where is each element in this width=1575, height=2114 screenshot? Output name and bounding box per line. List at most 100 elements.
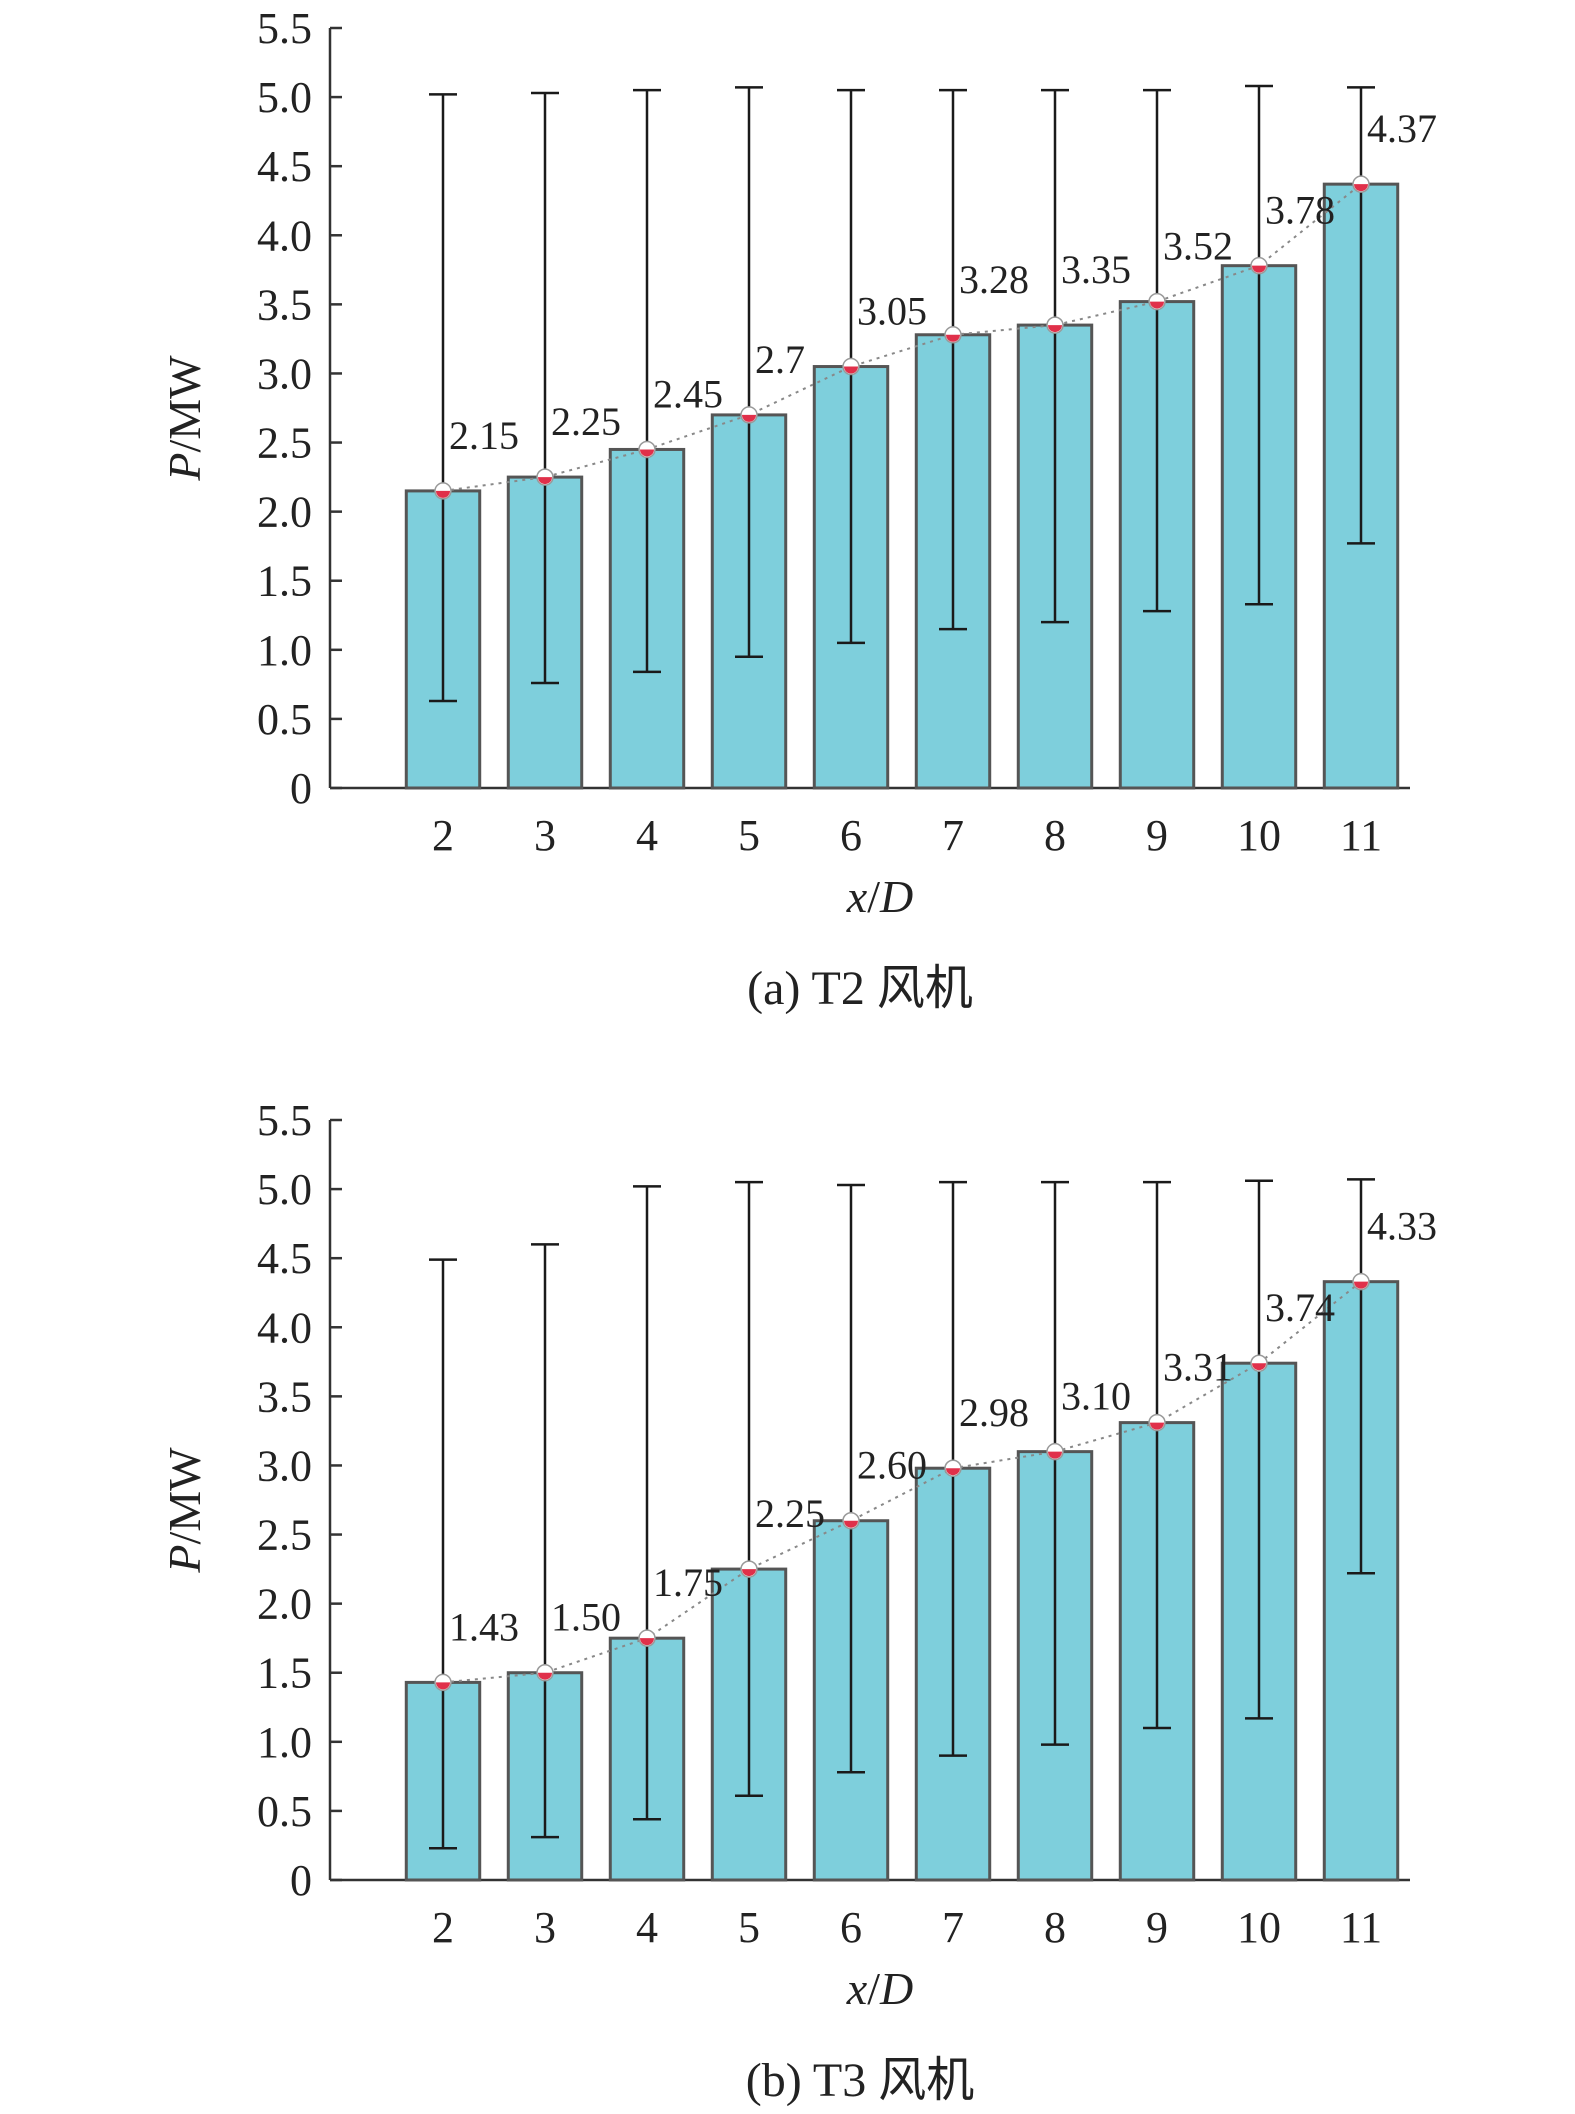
panel-caption: (b) T3 风机: [746, 2054, 974, 2107]
value-label: 2.25: [755, 1491, 825, 1536]
y-tick-label: 0.5: [257, 695, 312, 744]
y-tick-label: 4.0: [257, 211, 312, 260]
marker: [946, 334, 960, 342]
value-label: 3.31: [1163, 1345, 1233, 1390]
value-label: 4.33: [1367, 1204, 1437, 1249]
x-tick-label: 2: [432, 811, 454, 860]
value-label: 2.98: [959, 1390, 1029, 1435]
marker: [1252, 265, 1266, 273]
marker: [1150, 301, 1164, 309]
x-axis-title-sep: /: [867, 871, 880, 922]
y-tick-label: 2.5: [257, 419, 312, 468]
trend-line: [442, 183, 1362, 492]
value-label: 4.37: [1367, 106, 1437, 151]
x-axis-title-var2: D: [879, 1963, 913, 2014]
x-tick-label: 5: [738, 811, 760, 860]
value-label: 3.05: [857, 289, 927, 334]
y-axis-title-var: P: [159, 453, 210, 482]
y-tick-label: 0: [290, 1856, 312, 1905]
y-tick-label: 5.5: [257, 1096, 312, 1145]
marker: [1354, 184, 1368, 192]
value-label: 1.43: [449, 1604, 519, 1649]
x-tick-label: 4: [636, 1903, 658, 1952]
x-tick-label: 10: [1237, 811, 1281, 860]
x-axis-title-var: x: [846, 1963, 868, 2014]
y-tick-label: 4.5: [257, 1234, 312, 1283]
x-tick-label: 3: [534, 1903, 556, 1952]
x-tick-label: 6: [840, 811, 862, 860]
y-axis-title-unit: /MW: [159, 1447, 210, 1545]
x-axis-title-var2: D: [879, 871, 913, 922]
x-tick-label: 7: [942, 811, 964, 860]
x-tick-label: 10: [1237, 1903, 1281, 1952]
value-label: 3.35: [1061, 247, 1131, 292]
x-tick-label: 9: [1146, 811, 1168, 860]
y-tick-label: 1.0: [257, 626, 312, 675]
y-axis-title: P/MW: [159, 1447, 210, 1574]
y-tick-label: 2.0: [257, 488, 312, 537]
value-label: 1.75: [653, 1560, 723, 1605]
marker: [1048, 1451, 1062, 1459]
value-label: 2.45: [653, 371, 723, 416]
marker: [538, 477, 552, 485]
panel-caption: (a) T2 风机: [747, 962, 973, 1015]
marker: [844, 1520, 858, 1528]
y-tick-label: 1.0: [257, 1718, 312, 1767]
marker: [1150, 1422, 1164, 1430]
y-tick-label: 3.5: [257, 1372, 312, 1421]
marker: [640, 1638, 654, 1646]
value-label: 2.15: [449, 413, 519, 458]
marker: [436, 1682, 450, 1690]
x-tick-label: 8: [1044, 811, 1066, 860]
value-label: 1.50: [551, 1595, 621, 1640]
x-tick-label: 2: [432, 1903, 454, 1952]
value-label: 2.7: [755, 337, 805, 382]
marker: [742, 1569, 757, 1577]
x-tick-label: 7: [942, 1903, 964, 1952]
marker: [538, 1672, 552, 1680]
y-tick-label: 5.0: [257, 73, 312, 122]
y-tick-label: 3.0: [257, 1441, 312, 1490]
y-tick-label: 0.5: [257, 1787, 312, 1836]
marker: [436, 490, 450, 498]
marker: [844, 366, 858, 374]
x-tick-label: 9: [1146, 1903, 1168, 1952]
x-tick-label: 6: [840, 1903, 862, 1952]
y-axis-title-unit: /MW: [159, 355, 210, 453]
x-axis-title: x/D: [846, 871, 913, 922]
y-tick-label: 0: [290, 764, 312, 813]
y-tick-label: 5.0: [257, 1165, 312, 1214]
marker: [1252, 1363, 1266, 1371]
value-label: 3.78: [1265, 188, 1335, 233]
x-tick-label: 3: [534, 811, 556, 860]
x-tick-label: 4: [636, 811, 658, 860]
value-label: 2.25: [551, 399, 621, 444]
y-tick-label: 2.5: [257, 1511, 312, 1560]
y-tick-label: 3.0: [257, 349, 312, 398]
value-label: 3.28: [959, 257, 1029, 302]
y-axis-title-var: P: [159, 1545, 210, 1574]
value-label: 2.60: [857, 1443, 927, 1488]
value-label: 3.10: [1061, 1374, 1131, 1419]
value-label: 3.74: [1265, 1285, 1335, 1330]
x-tick-label: 8: [1044, 1903, 1066, 1952]
y-tick-label: 5.5: [257, 4, 312, 53]
y-tick-label: 2.0: [257, 1580, 312, 1629]
marker: [1048, 325, 1062, 333]
marker: [640, 449, 654, 457]
marker: [946, 1468, 960, 1476]
y-tick-label: 1.5: [257, 557, 312, 606]
value-label: 3.52: [1163, 224, 1233, 269]
x-axis-title: x/D: [846, 1963, 913, 2014]
chart-panel-a: 0 0.5 1.0 1.5 2.0 2.5 3.0 3.5 4.0 4.5 5.0 5.5 2.15 2.…: [159, 4, 1437, 1015]
x-axis-title-sep: /: [867, 1963, 880, 2014]
x-tick-label: 11: [1340, 1903, 1382, 1952]
marker: [742, 414, 757, 422]
y-tick-label: 3.5: [257, 280, 312, 329]
x-tick-label: 5: [738, 1903, 760, 1952]
chart-panel-b: 0 0.5 1.0 1.5 2.0 2.5 3.0 3.5 4.0 4.5 5.0 5.5 1.43 1.…: [159, 1096, 1437, 2107]
marker: [1354, 1281, 1368, 1289]
x-tick-label: 11: [1340, 811, 1382, 860]
y-tick-label: 4.0: [257, 1303, 312, 1352]
